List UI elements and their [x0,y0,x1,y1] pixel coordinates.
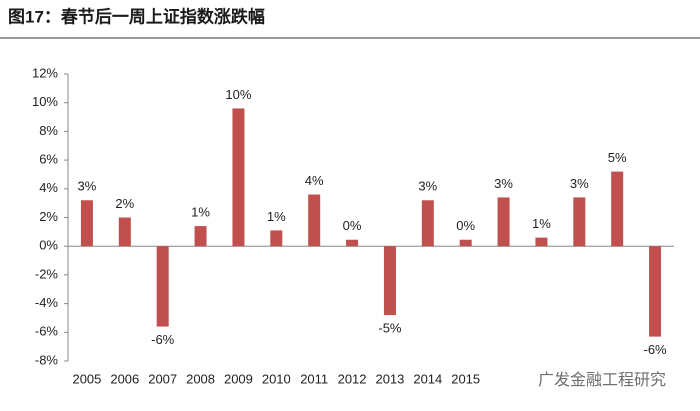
bar [308,194,321,247]
value-label: 1% [267,209,286,224]
x-tick-label: 2006 [110,371,139,386]
bar [156,246,169,327]
bar [118,217,131,247]
bar [346,239,359,247]
y-tick-label: 6% [39,152,58,167]
value-label: 1% [191,205,210,220]
x-tick-label: 2011 [300,371,328,386]
x-tick-label: 2015 [451,371,480,386]
value-label: 4% [305,173,324,188]
x-tick-label: 2010 [262,371,291,386]
bar [270,230,283,247]
y-tick-label: -2% [35,266,59,281]
bar [573,197,586,247]
y-tick-label: 0% [39,238,58,253]
y-tick-label: -6% [35,324,59,339]
bar [611,171,624,247]
bar [535,237,548,247]
watermark: 广发金融工程研究 [538,371,666,389]
bar [459,239,472,247]
x-tick-label: 2007 [148,371,177,386]
value-label: 5% [608,150,627,165]
x-tick-label: 2012 [338,371,367,386]
value-label: 10% [225,87,251,102]
value-label: -5% [378,321,402,336]
y-tick-label: 8% [39,123,58,138]
value-label: 1% [532,216,551,231]
bar [421,200,434,247]
y-tick-label: -8% [35,352,59,367]
value-label: 0% [343,218,362,233]
bar [649,246,662,337]
bar [232,108,245,247]
y-tick-label: 4% [39,180,58,195]
value-label: -6% [644,342,668,357]
x-tick-label: 2009 [224,371,253,386]
bar [383,246,396,316]
value-label: -6% [151,332,175,347]
x-tick-label: 2008 [186,371,215,386]
x-tick-label: 2005 [72,371,101,386]
bar [80,200,93,247]
value-label: 2% [115,196,134,211]
x-tick-label: 2013 [375,371,404,386]
chart-title: 图17：春节后一周上证指数涨跌幅 [8,6,265,26]
y-tick-label: 10% [32,94,58,109]
y-tick-label: 12% [32,65,58,80]
value-label: 3% [570,176,589,191]
value-label: 3% [418,179,437,194]
y-tick-label: 2% [39,209,58,224]
value-label: 0% [456,218,475,233]
y-tick-label: -4% [35,295,59,310]
value-label: 3% [494,176,513,191]
value-label: 3% [78,179,97,194]
bar [194,226,207,247]
x-tick-label: 2014 [413,371,442,386]
bar [497,197,510,247]
